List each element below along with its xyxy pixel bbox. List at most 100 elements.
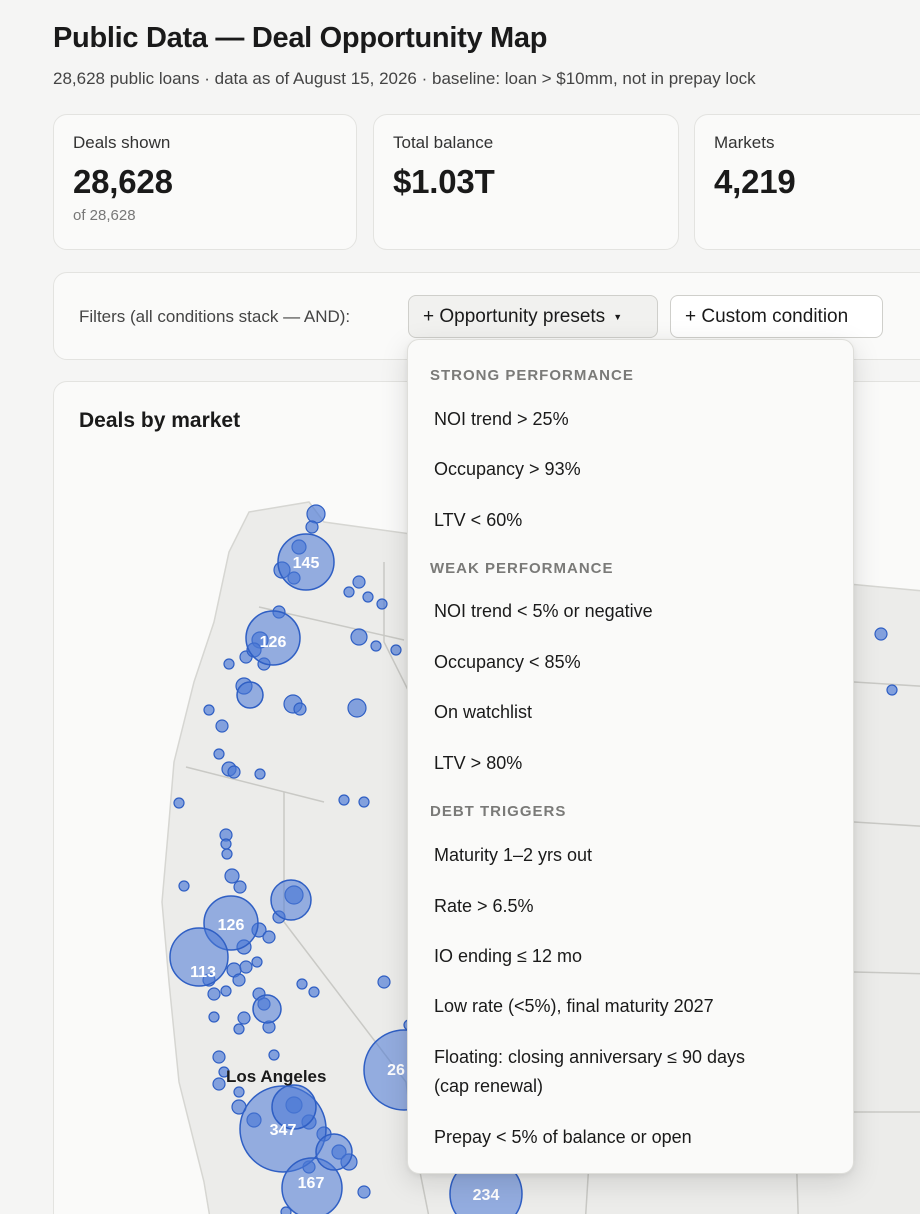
market-dot — [308, 986, 320, 998]
menu-item-noi-trend-gt-25[interactable]: NOI trend > 25% — [434, 409, 569, 429]
menu-item-occupancy-gt-93[interactable]: Occupancy > 93% — [434, 459, 581, 479]
market-bubble — [270, 879, 312, 921]
market-dot — [233, 1086, 245, 1098]
market-dot — [224, 868, 240, 884]
market-dot — [886, 684, 898, 696]
market-dot — [362, 591, 374, 603]
market-dot — [268, 1049, 280, 1061]
market-dot — [280, 1206, 292, 1214]
stat-sub: of 28,628 — [73, 207, 136, 224]
market-dot — [233, 1023, 245, 1035]
market-dot — [251, 956, 263, 968]
market-dot — [874, 627, 888, 641]
market-dot — [377, 975, 391, 989]
opportunity-presets-button[interactable]: + Opportunity presets ▼ — [408, 295, 658, 338]
market-dot — [232, 973, 246, 987]
menu-item-line: Floating: closing anniversary ≤ 90 days — [434, 1047, 746, 1067]
bubble-label: 234 — [473, 1187, 500, 1204]
market-dot — [296, 978, 308, 990]
menu-item-prepay-lt-5[interactable]: Prepay < 5% of balance or open — [434, 1127, 692, 1147]
market-bubble — [281, 1157, 343, 1214]
market-dot — [218, 1066, 230, 1078]
state-border-east-2 — [853, 821, 920, 827]
menu-item-occupancy-lt-85[interactable]: Occupancy < 85% — [434, 652, 581, 672]
stat-value: $1.03T — [393, 163, 495, 200]
filter-bar: Filters (all conditions stack — AND): + … — [53, 272, 920, 360]
bubble-label: 26 — [387, 1062, 405, 1079]
market-bubbles — [169, 533, 523, 1214]
market-dot — [254, 768, 266, 780]
market-dot — [220, 985, 232, 997]
menu-item-io-ending[interactable]: IO ending ≤ 12 mo — [434, 946, 582, 966]
bubble-label: 126 — [218, 917, 245, 934]
stat-value: 4,219 — [714, 163, 796, 200]
page-title: Public Data — Deal Opportunity Map — [53, 22, 548, 54]
market-bubble — [271, 1084, 317, 1130]
opportunity-presets-menu: STRONG PERFORMANCE NOI trend > 25% Occup… — [407, 339, 854, 1174]
market-dot — [237, 1011, 251, 1025]
caret-down-icon: ▼ — [613, 311, 623, 322]
stat-card-deals-shown: Deals shown 28,628 of 28,628 — [53, 114, 357, 250]
market-dot — [262, 930, 276, 944]
market-dot — [352, 575, 366, 589]
market-dot — [357, 1185, 371, 1199]
market-dot — [305, 520, 319, 534]
bubble-label: 126 — [260, 634, 287, 651]
bubble-label: 145 — [293, 555, 320, 572]
stat-label: Markets — [714, 133, 775, 152]
market-dot — [370, 640, 382, 652]
state-border-east-5 — [584, 1161, 590, 1214]
map-title: Deals by market — [79, 409, 241, 432]
menu-item-ltv-lt-60[interactable]: LTV < 60% — [434, 510, 523, 530]
market-bubble — [252, 994, 282, 1024]
market-dot — [347, 698, 367, 718]
market-dot — [178, 880, 190, 892]
market-dot — [173, 797, 185, 809]
market-dot — [338, 794, 350, 806]
menu-item-low-rate-maturity-2027[interactable]: Low rate (<5%), final maturity 2027 — [434, 996, 714, 1016]
menu-item-floating-closing-anniversary[interactable]: Floating: closing anniversary ≤ 90 days … — [434, 1043, 745, 1101]
market-dot — [390, 644, 402, 656]
small-market-markers — [173, 504, 898, 1214]
market-bubble — [315, 1133, 353, 1171]
market-dot — [227, 765, 241, 779]
market-dot — [376, 598, 388, 610]
market-dot — [203, 704, 215, 716]
market-bubble — [245, 610, 301, 666]
bubble-label: 113 — [190, 964, 216, 981]
custom-condition-button[interactable]: + Custom condition — [670, 295, 883, 338]
menu-item-maturity-1-2-yrs[interactable]: Maturity 1–2 yrs out — [434, 845, 593, 865]
menu-item-line: (cap renewal) — [434, 1076, 544, 1096]
menu-item-rate-gt-6-5[interactable]: Rate > 6.5% — [434, 896, 534, 916]
market-dot — [306, 504, 326, 524]
market-dot — [233, 880, 247, 894]
market-dot — [208, 1011, 220, 1023]
stat-card-total-balance: Total balance $1.03T — [373, 114, 679, 250]
market-bubble — [236, 681, 264, 709]
state-border-east-3 — [853, 971, 920, 975]
stat-label: Deals shown — [73, 133, 171, 152]
market-dot — [239, 960, 253, 974]
menu-item-ltv-gt-80[interactable]: LTV > 80% — [434, 753, 523, 773]
market-dot — [220, 838, 232, 850]
custom-condition-label: + Custom condition — [685, 305, 849, 327]
city-label-los-angeles: Los Angeles — [226, 1067, 326, 1086]
opportunity-presets-label: + Opportunity presets — [423, 305, 606, 327]
state-border-east-1 — [853, 681, 920, 687]
bubble-label: 347 — [270, 1122, 297, 1139]
market-dot — [350, 628, 368, 646]
page-subtitle: 28,628 public loans · data as of August … — [53, 69, 756, 88]
market-dot — [221, 848, 233, 860]
market-dot — [212, 1077, 226, 1091]
market-bubble — [277, 533, 335, 591]
stat-card-markets: Markets 4,219 — [694, 114, 920, 250]
menu-item-noi-trend-lt-5[interactable]: NOI trend < 5% or negative — [434, 601, 653, 621]
market-dot — [293, 702, 307, 716]
menu-group-heading: DEBT TRIGGERS — [430, 803, 567, 820]
market-dot — [215, 719, 229, 733]
stat-value: 28,628 — [73, 163, 173, 200]
menu-item-on-watchlist[interactable]: On watchlist — [434, 702, 533, 722]
market-dot — [223, 658, 235, 670]
bubble-label: 167 — [298, 1175, 325, 1192]
stat-label: Total balance — [393, 133, 494, 152]
